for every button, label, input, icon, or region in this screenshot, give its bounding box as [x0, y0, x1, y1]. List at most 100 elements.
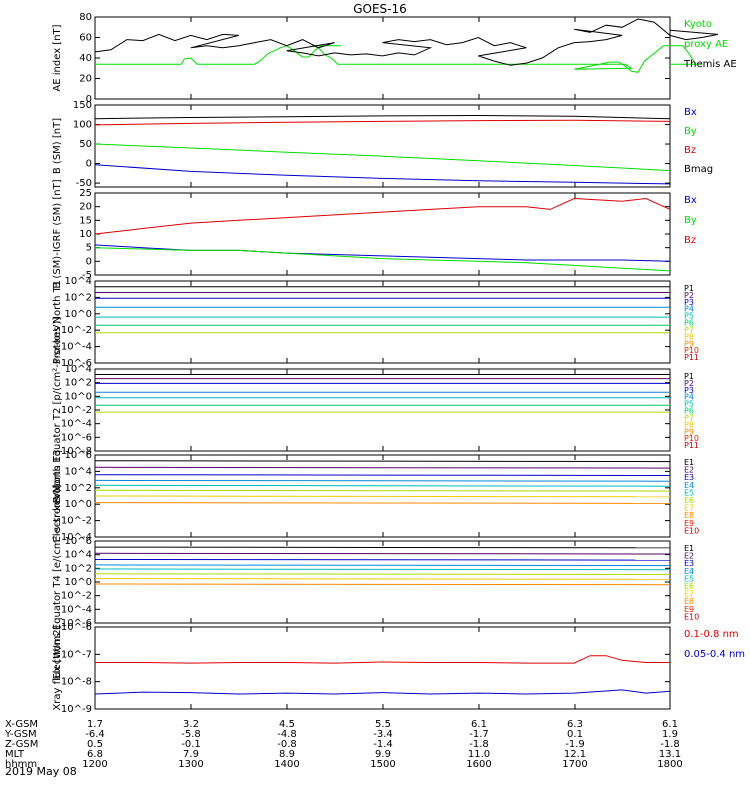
- series-line-b_sm-2: [94, 143, 671, 172]
- y-tick-label-p_t2: 10^-8: [61, 446, 92, 457]
- series-line-e_t3-7: [94, 502, 671, 504]
- ephemeris-value: 6.1: [471, 719, 487, 730]
- right-legend-label-p_t2: P2: [684, 379, 694, 388]
- right-legend-label-b_sm: Bz: [684, 145, 696, 156]
- date-label: 2019 May 08: [5, 765, 77, 778]
- right-legend-label-p_t2: P6: [684, 407, 694, 416]
- right-legend-label-xray: 0.05-0.4 nm: [684, 649, 745, 660]
- ephemeris-value: -1.4: [373, 739, 393, 750]
- ephemeris-row-label: Y-GSM: [4, 729, 37, 740]
- ephemeris-value: 11.0: [468, 749, 490, 760]
- ephemeris-value: 5.5: [375, 719, 391, 730]
- right-legend-label-e_t3: E5: [684, 488, 694, 497]
- right-legend-label-e_t3: E10: [684, 526, 699, 535]
- right-legend-label-e_t3: E7: [684, 504, 694, 513]
- ephemeris-value: 1500: [370, 759, 395, 770]
- ephemeris-value: 4.5: [279, 719, 295, 730]
- right-legend-label-b_diff: Bz: [684, 235, 696, 246]
- right-legend-label-p_t1: P1: [684, 284, 694, 293]
- ephemeris-value: 6.8: [87, 749, 103, 760]
- right-legend-label-b_sm: Bmag: [684, 164, 713, 175]
- y-tick-label-e_t4: 10^6: [65, 536, 92, 547]
- right-legend-label-e_t3: E9: [684, 519, 694, 528]
- right-legend-label-p_t1: P6: [684, 319, 694, 328]
- right-legend-label-xray: 0.1-0.8 nm: [684, 629, 739, 640]
- y-tick-label-ae: 80: [79, 12, 92, 23]
- y-tick-label-e_t4: 10^4: [65, 550, 92, 561]
- y-tick-label-xray: 10^-6: [61, 622, 92, 633]
- ephemeris-value: 3.2: [183, 719, 199, 730]
- series-line-e_t3-5: [94, 489, 671, 492]
- series-line-e_t3-2: [94, 474, 671, 476]
- series-line-e_t3-4: [94, 484, 671, 487]
- y-tick-label-e_t4: 10^2: [65, 563, 92, 574]
- y-axis-label-p_t2: Protons Equator T2 [p/(cm²-s-sr-keV)]: [52, 317, 63, 504]
- ephemeris-row-label: X-GSM: [5, 719, 38, 730]
- right-legend-label-ae: proxy AE: [684, 39, 728, 50]
- y-tick-label-b_diff: -5: [82, 270, 92, 281]
- right-legend-label-e_t4: E9: [684, 605, 694, 614]
- panel-frame-p_t2: [94, 368, 671, 452]
- y-tick-label-p_t1: 10^-2: [61, 325, 92, 336]
- y-tick-label-e_t3: 10^-2: [61, 516, 92, 527]
- y-tick-label-b_sm: 0: [86, 159, 92, 170]
- ephemeris-value: -1.8: [469, 739, 489, 750]
- right-legend-label-e_t4: E5: [684, 574, 694, 583]
- ephemeris-value: 1300: [178, 759, 203, 770]
- right-legend-label-p_t2: P8: [684, 420, 694, 429]
- series-line-xray-1: [94, 689, 671, 695]
- right-legend-label-p_t2: P7: [684, 413, 694, 422]
- y-tick-label-p_t2: 10^0: [65, 391, 92, 402]
- y-tick-label-b_diff: 15: [79, 215, 92, 226]
- series-line-b_diff-2: [94, 247, 671, 272]
- right-legend-label-p_t2: P1: [684, 372, 694, 381]
- y-tick-label-e_t3: 10^6: [65, 450, 92, 461]
- y-tick-label-b_diff: 20: [79, 202, 92, 213]
- y-axis-label-e_t4: Electrons Equator T4 [e/(cm²-s-sr-keV)]: [52, 484, 63, 679]
- right-legend-label-p_t2: P3: [684, 386, 694, 395]
- right-legend-label-e_t3: E4: [684, 481, 694, 490]
- ephemeris-value: 6.3: [567, 719, 583, 730]
- right-legend-label-e_t4: E7: [684, 590, 694, 599]
- series-line-ae-0: [95, 45, 702, 73]
- series-line-e_t4-6: [94, 578, 671, 580]
- right-legend-label-p_t2: P11: [684, 441, 699, 450]
- y-tick-label-e_t4: 10^-4: [61, 604, 92, 615]
- y-tick-label-p_t2: 10^-2: [61, 405, 92, 416]
- ephemeris-value: 9.9: [375, 749, 391, 760]
- right-legend-label-p_t1: P9: [684, 339, 694, 348]
- right-legend-label-ae: Kyoto: [684, 19, 712, 30]
- right-legend-label-p_t1: P8: [684, 332, 694, 341]
- right-legend-label-p_t1: P2: [684, 291, 694, 300]
- panel-frame-ae: [94, 16, 671, 100]
- y-tick-label-p_t1: 10^0: [65, 309, 92, 320]
- y-axis-label-b_diff: B (SM)-IGRF (SM) [nT]: [52, 179, 63, 288]
- ephemeris-value: -4.8: [277, 729, 297, 740]
- right-legend-label-b_diff: By: [684, 215, 697, 226]
- y-tick-label-e_t4: 10^0: [65, 577, 92, 588]
- y-tick-label-p_t1: 10^2: [65, 292, 92, 303]
- series-line-b_diff-0: [94, 197, 671, 235]
- ephemeris-value: -1.8: [660, 739, 680, 750]
- y-tick-label-b_sm: 100: [73, 120, 92, 131]
- series-line-e_t3-0: [94, 460, 671, 463]
- y-tick-label-p_t2: 10^-6: [61, 432, 92, 443]
- ephemeris-value: -0.8: [277, 739, 297, 750]
- series-line-ae-1: [94, 18, 718, 66]
- right-legend-label-e_t3: E8: [684, 511, 694, 520]
- right-legend-label-p_t2: P5: [684, 400, 694, 409]
- y-tick-label-p_t1: 10^4: [65, 276, 92, 287]
- right-legend-label-ae: Themis AE: [683, 59, 737, 70]
- y-tick-label-p_t1: 10^-6: [61, 358, 92, 369]
- ephemeris-value: 6.1: [662, 719, 678, 730]
- right-legend-label-e_t4: E10: [684, 612, 699, 621]
- right-legend-label-e_t4: E4: [684, 567, 694, 576]
- right-legend-label-p_t1: P5: [684, 312, 694, 321]
- ephemeris-value: -5.8: [181, 729, 201, 740]
- y-tick-label-p_t1: 10^-4: [61, 342, 92, 353]
- series-line-e_t4-7: [94, 583, 671, 586]
- right-legend-label-e_t3: E6: [684, 496, 694, 505]
- right-legend-label-b_sm: Bx: [684, 107, 697, 118]
